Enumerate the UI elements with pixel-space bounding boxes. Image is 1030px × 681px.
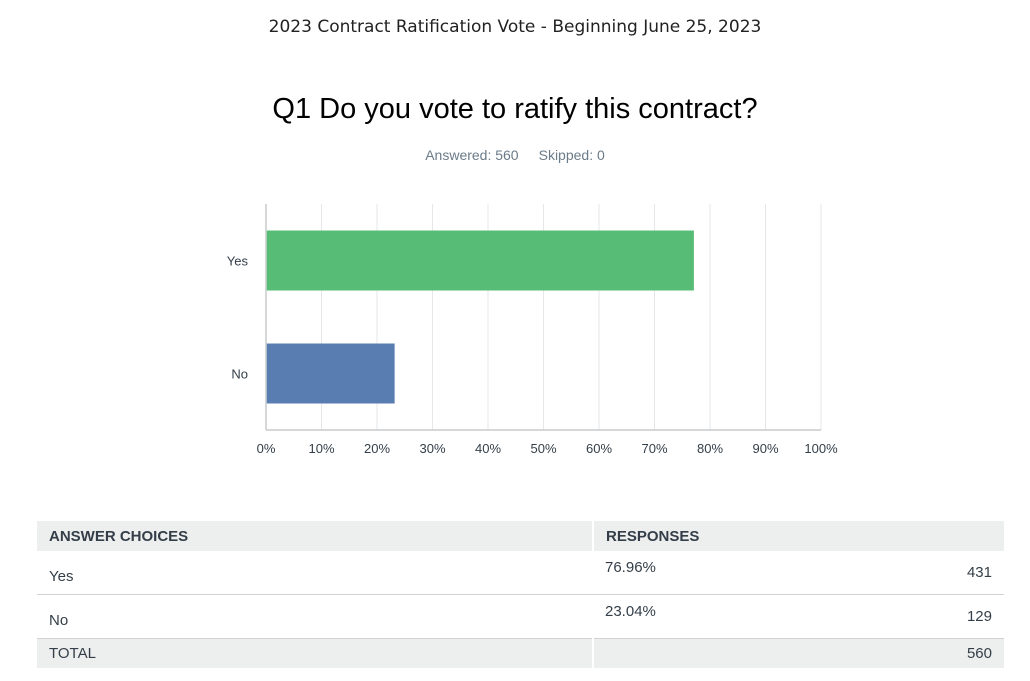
count-cell: 129 [928, 594, 1004, 639]
y-category-label: Yes [227, 254, 249, 269]
table-row: Yes 76.96% 431 [37, 551, 1004, 595]
total-label: TOTAL [37, 638, 593, 668]
answer-choices-header: ANSWER CHOICES [37, 521, 593, 551]
skipped-count: Skipped: 0 [538, 147, 605, 163]
response-stats: Answered: 560 Skipped: 0 [0, 147, 1030, 163]
choice-cell: Yes [37, 551, 593, 595]
x-tick-label: 20% [364, 441, 390, 456]
x-tick-label: 60% [586, 441, 612, 456]
percent-cell: 23.04% [593, 594, 928, 639]
y-category-label: No [231, 367, 248, 382]
table-row: No 23.04% 129 [37, 594, 1004, 639]
bar-yes [266, 230, 694, 291]
percent-cell: 76.96% [593, 551, 928, 595]
choice-cell: No [37, 594, 593, 639]
answered-count: Answered: 560 [425, 147, 519, 163]
question-title: Q1 Do you vote to ratify this contract? [272, 93, 758, 125]
table-header-row: ANSWER CHOICES RESPONSES [37, 521, 1004, 551]
x-tick-label: 90% [752, 441, 778, 456]
bar-no [266, 343, 395, 404]
x-tick-label: 0% [257, 441, 276, 456]
x-tick-label: 40% [475, 441, 501, 456]
x-tick-label: 30% [419, 441, 445, 456]
count-cell: 431 [928, 551, 1004, 595]
total-count: 560 [928, 638, 1004, 668]
survey-title: 2023 Contract Ratification Vote - Beginn… [268, 17, 762, 37]
bar-chart: 0% 10% 20% 30% 40% 50% 60% 70% 80% 90% 100% Yes No [227, 204, 838, 456]
table-total-row: TOTAL 560 [37, 638, 1004, 668]
x-tick-label: 70% [641, 441, 667, 456]
x-tick-label: 100% [804, 441, 838, 456]
x-tick-label: 10% [308, 441, 334, 456]
results-table: ANSWER CHOICES RESPONSES Yes 76.96% 431 … [37, 521, 1004, 668]
total-percent-cell [592, 638, 928, 668]
responses-header: RESPONSES [592, 521, 1004, 551]
x-tick-label: 50% [530, 441, 556, 456]
x-tick-label: 80% [697, 441, 723, 456]
